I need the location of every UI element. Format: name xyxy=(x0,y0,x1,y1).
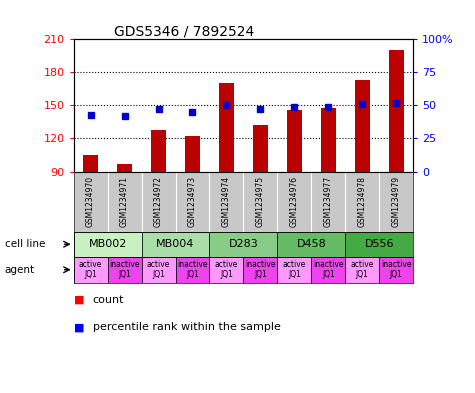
Text: GSM1234978: GSM1234978 xyxy=(358,176,367,227)
Bar xyxy=(209,232,277,257)
Text: ■: ■ xyxy=(74,295,84,305)
Text: cell line: cell line xyxy=(5,239,45,249)
Text: D458: D458 xyxy=(296,239,326,249)
Bar xyxy=(243,257,277,283)
Bar xyxy=(107,257,142,283)
Text: active
JQ1: active JQ1 xyxy=(215,260,238,279)
Text: inactive
JQ1: inactive JQ1 xyxy=(109,260,140,279)
Text: inactive
JQ1: inactive JQ1 xyxy=(177,260,208,279)
Bar xyxy=(117,164,132,171)
Bar xyxy=(277,232,345,257)
Bar xyxy=(83,155,98,171)
Bar xyxy=(185,136,200,171)
Text: MB004: MB004 xyxy=(156,239,195,249)
Text: GSM1234973: GSM1234973 xyxy=(188,176,197,227)
Bar xyxy=(219,83,234,171)
Text: GSM1234972: GSM1234972 xyxy=(154,176,163,227)
Text: inactive
JQ1: inactive JQ1 xyxy=(313,260,343,279)
Text: GSM1234971: GSM1234971 xyxy=(120,176,129,227)
Bar xyxy=(312,257,345,283)
Bar xyxy=(389,50,404,171)
Text: active
JQ1: active JQ1 xyxy=(351,260,374,279)
Text: GSM1234975: GSM1234975 xyxy=(256,176,265,227)
Bar xyxy=(345,257,379,283)
Text: inactive
JQ1: inactive JQ1 xyxy=(381,260,411,279)
Bar xyxy=(287,110,302,171)
Text: active
JQ1: active JQ1 xyxy=(283,260,306,279)
Text: GSM1234979: GSM1234979 xyxy=(392,176,401,227)
Text: count: count xyxy=(93,295,124,305)
Bar xyxy=(321,108,336,171)
Text: inactive
JQ1: inactive JQ1 xyxy=(245,260,275,279)
Text: active
JQ1: active JQ1 xyxy=(147,260,170,279)
Bar xyxy=(253,125,268,171)
Bar xyxy=(355,80,370,171)
Text: GSM1234974: GSM1234974 xyxy=(222,176,231,227)
Text: MB002: MB002 xyxy=(88,239,127,249)
Text: GSM1234977: GSM1234977 xyxy=(324,176,333,227)
Bar xyxy=(151,130,166,171)
Text: GSM1234976: GSM1234976 xyxy=(290,176,299,227)
Text: ■: ■ xyxy=(74,322,84,332)
Bar xyxy=(379,257,413,283)
Bar xyxy=(142,232,209,257)
Bar xyxy=(345,232,413,257)
Text: D556: D556 xyxy=(364,239,394,249)
Text: active
JQ1: active JQ1 xyxy=(79,260,102,279)
Text: GDS5346 / 7892524: GDS5346 / 7892524 xyxy=(114,24,255,38)
Bar xyxy=(74,257,107,283)
Text: GSM1234970: GSM1234970 xyxy=(86,176,95,227)
Text: percentile rank within the sample: percentile rank within the sample xyxy=(93,322,281,332)
Bar xyxy=(74,232,142,257)
Bar xyxy=(142,257,176,283)
Bar xyxy=(277,257,311,283)
Bar xyxy=(209,257,243,283)
Bar xyxy=(176,257,209,283)
Text: agent: agent xyxy=(5,265,35,275)
Text: D283: D283 xyxy=(228,239,258,249)
